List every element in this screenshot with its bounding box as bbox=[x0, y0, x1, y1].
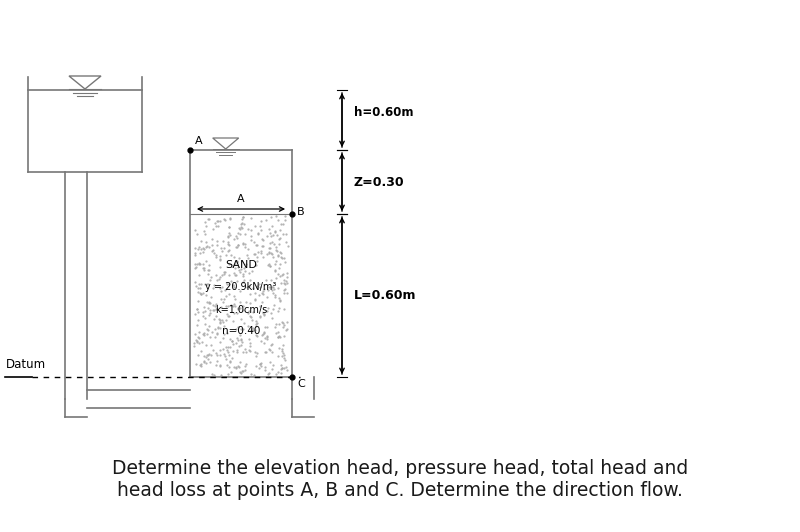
Text: C: C bbox=[297, 379, 305, 389]
Text: B: B bbox=[297, 207, 305, 217]
Text: Datum: Datum bbox=[6, 358, 46, 371]
Text: n=0.40: n=0.40 bbox=[222, 327, 260, 337]
Text: A: A bbox=[237, 194, 245, 204]
Text: Z=0.30: Z=0.30 bbox=[354, 176, 405, 188]
Text: k=1.0cm/s: k=1.0cm/s bbox=[215, 304, 267, 314]
Text: y = 20.9kN/m³: y = 20.9kN/m³ bbox=[206, 282, 277, 293]
Text: L=0.60m: L=0.60m bbox=[354, 289, 417, 302]
Text: h=0.60m: h=0.60m bbox=[354, 105, 414, 119]
Text: SAND: SAND bbox=[225, 261, 257, 270]
Text: A: A bbox=[195, 136, 202, 146]
Text: Determine the elevation head, pressure head, total head and
head loss at points : Determine the elevation head, pressure h… bbox=[112, 460, 688, 501]
